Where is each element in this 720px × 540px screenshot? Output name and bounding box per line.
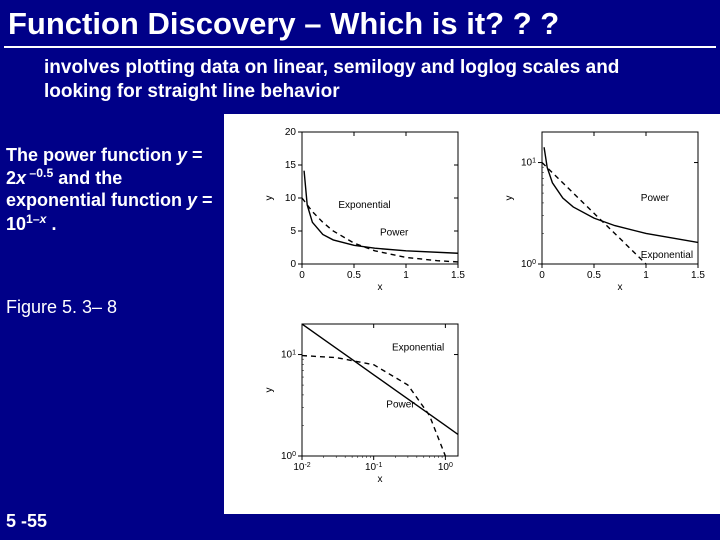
title-underline xyxy=(4,46,716,48)
caption-var-x1: x xyxy=(16,168,26,188)
svg-text:Exponential: Exponential xyxy=(338,199,390,210)
svg-text:10-1: 10-1 xyxy=(365,461,382,473)
svg-text:1: 1 xyxy=(643,270,649,281)
svg-text:0: 0 xyxy=(539,270,545,281)
caption-frag: The power function xyxy=(6,145,177,165)
svg-text:5: 5 xyxy=(290,226,296,237)
svg-text:y: y xyxy=(264,195,275,200)
svg-text:101: 101 xyxy=(521,157,536,169)
svg-text:Exponential: Exponential xyxy=(392,342,444,353)
svg-text:Power: Power xyxy=(386,399,415,410)
svg-text:100: 100 xyxy=(281,450,296,462)
svg-text:x: x xyxy=(378,474,383,485)
page-number: 5 -55 xyxy=(6,511,47,532)
svg-text:20: 20 xyxy=(285,127,297,138)
svg-text:Power: Power xyxy=(641,192,670,203)
svg-text:x: x xyxy=(618,282,623,293)
svg-text:y: y xyxy=(504,195,515,200)
svg-text:15: 15 xyxy=(285,160,297,171)
svg-text:10-2: 10-2 xyxy=(293,461,310,473)
svg-text:1: 1 xyxy=(403,270,409,281)
caption-exp1: –0.5 xyxy=(26,166,53,180)
svg-text:1.5: 1.5 xyxy=(451,270,465,281)
svg-text:101: 101 xyxy=(281,349,296,361)
caption-var-y2: y xyxy=(187,190,197,210)
svg-text:0.5: 0.5 xyxy=(347,270,361,281)
svg-text:0.5: 0.5 xyxy=(587,270,601,281)
plot-panel: 0 0.5 1 1.5 0 5 10 15 20 x y Exponential Power 0 0.5 1 1… xyxy=(224,114,720,514)
svg-text:Power: Power xyxy=(380,227,409,238)
caption-frag: . xyxy=(46,214,56,234)
figure-caption-text: The power function y = 2x –0.5 and the e… xyxy=(6,145,220,237)
content-area: The power function y = 2x –0.5 and the e… xyxy=(0,114,720,534)
svg-text:100: 100 xyxy=(438,461,453,473)
slide-subtitle: involves plotting data on linear, semilo… xyxy=(0,56,720,114)
figure-number-label: Figure 5. 3– 8 xyxy=(6,297,117,318)
svg-text:100: 100 xyxy=(521,258,536,270)
svg-text:0: 0 xyxy=(290,259,296,270)
caption-exp2a: 1– xyxy=(26,212,40,226)
svg-text:0: 0 xyxy=(299,270,305,281)
svg-text:10: 10 xyxy=(285,193,297,204)
svg-text:Exponential: Exponential xyxy=(641,249,693,260)
plots-svg: 0 0.5 1 1.5 0 5 10 15 20 x y Exponential Power 0 0.5 1 1… xyxy=(224,114,720,514)
slide-title: Function Discovery – Which is it? ? ? xyxy=(0,0,720,46)
svg-text:x: x xyxy=(378,282,383,293)
svg-text:y: y xyxy=(264,387,275,392)
caption-var-y1: y xyxy=(177,145,187,165)
svg-text:1.5: 1.5 xyxy=(691,270,705,281)
